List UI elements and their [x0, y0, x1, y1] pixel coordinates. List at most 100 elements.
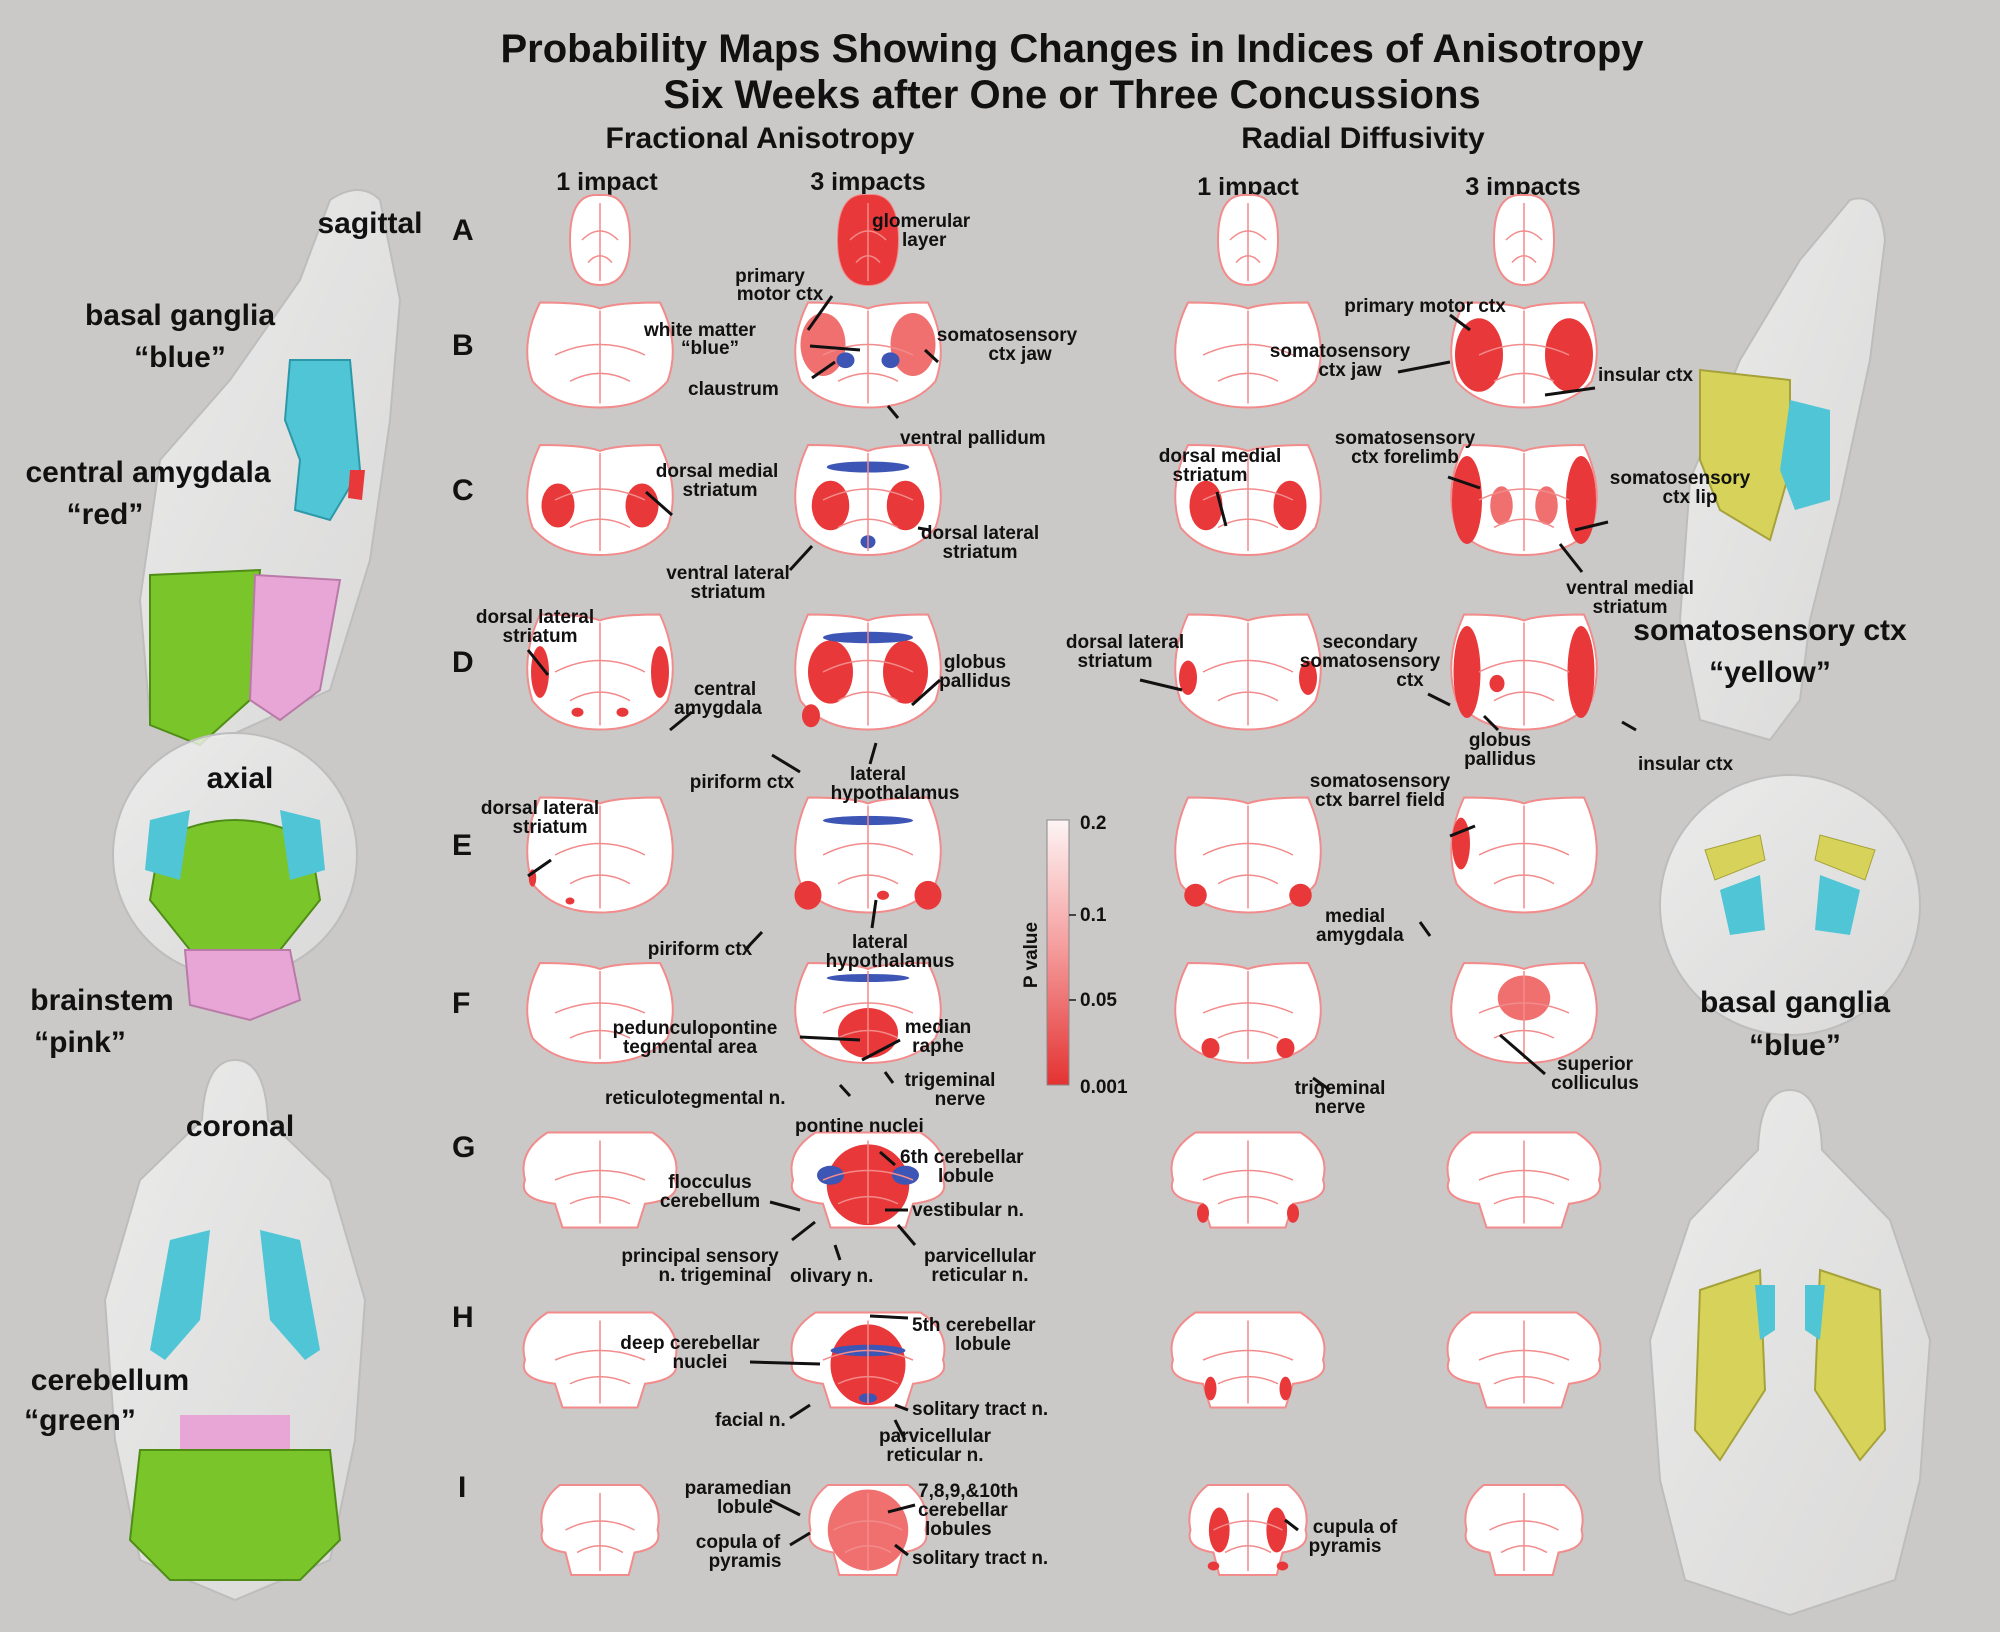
label-pyramis-fa: pyramis: [709, 1551, 782, 1572]
right-axial-3d-view: [1659, 774, 1921, 1036]
basal-ganglia-label-left: basal ganglia: [85, 299, 275, 332]
label-striatum-vm: striatum: [1593, 597, 1668, 618]
label-white-matter: white matter: [643, 320, 757, 341]
right-coronal-somatosensory-left: [1693, 1268, 1767, 1462]
label-parvicellular-h: parvicellular: [879, 1426, 992, 1447]
somatosensory-ctx-label: somatosensory ctx: [1633, 614, 1907, 647]
coronal-brainstem-region: [180, 1415, 290, 1450]
coronal-basal-ganglia-left: [150, 1230, 210, 1360]
section-h-rd-1-impact: [1170, 1311, 1326, 1409]
fa-column-header: Fractional Anisotropy: [606, 122, 915, 155]
section-h-rd-3-impacts: [1446, 1311, 1602, 1409]
section-g-fa-1-impact: [522, 1131, 678, 1229]
label-piriform-ctx-d: piriform ctx: [690, 772, 795, 793]
label-pedunculopontine: pedunculopontine: [613, 1018, 778, 1039]
colorbar-gradient: [1046, 819, 1070, 1086]
section-f-fa-1-impact: [526, 961, 674, 1065]
green-label: “green”: [24, 1404, 136, 1437]
label-5th-cerebellar: 5th cerebellar: [912, 1315, 1036, 1336]
significant-region: [1452, 456, 1482, 544]
section-h-fa-3-impacts: [790, 1311, 946, 1409]
label-ctx-jaw-rd: ctx jaw: [1318, 360, 1382, 381]
significant-region: [1273, 480, 1307, 531]
label-piriform-ctx-e: piriform ctx: [648, 939, 753, 960]
label-deep-cerebellar: deep cerebellar: [620, 1333, 760, 1354]
significant-region: [886, 480, 925, 531]
label-striatum-dl-d-rd: striatum: [1078, 651, 1153, 672]
right-sagittal-3d-view: [1678, 197, 1887, 742]
section-i-fa-1-impact: [540, 1484, 660, 1576]
pink-label: “pink”: [34, 1026, 126, 1059]
section-c-rd-3-impacts: [1450, 443, 1598, 557]
section-c-fa-1-impact: [526, 443, 674, 557]
significant-region: [1452, 817, 1470, 870]
label-pallidus-rd: pallidus: [1464, 749, 1536, 770]
label-dorsal-medial-fa: dorsal medial: [656, 461, 779, 482]
colorbar-tick-0-1: 0.1: [1080, 905, 1107, 926]
significant-region: [1201, 1038, 1220, 1058]
significant-region: [890, 313, 936, 376]
row-letter-a: A: [452, 214, 474, 247]
sagittal-3d-view: [138, 189, 402, 747]
label-amygdala-central: amygdala: [674, 698, 762, 719]
axial-label: axial: [207, 762, 274, 795]
label-primary: primary: [735, 266, 805, 287]
section-i-rd-1-impact: [1188, 1484, 1308, 1576]
label-ctx-lip: ctx lip: [1663, 487, 1718, 508]
label-nerve-fa: nerve: [935, 1089, 986, 1110]
significant-region: [1567, 626, 1595, 718]
significant-region: [1566, 456, 1596, 544]
annotation-leader-lines: [526, 295, 1637, 1557]
label-reticulotegmental: reticulotegmental n.: [605, 1088, 786, 1109]
label-trigeminal-rd: trigeminal: [1295, 1078, 1386, 1099]
significant-region: [1189, 480, 1223, 531]
significant-region: [877, 890, 889, 900]
label-globus-fa: globus: [944, 652, 1006, 673]
label-somatosensory-forelimb: somatosensory: [1335, 428, 1476, 449]
significant-region: [1490, 486, 1513, 525]
label-dorsal-lateral-d-rd: dorsal lateral: [1066, 632, 1184, 653]
label-blue-white-matter: “blue”: [681, 338, 739, 359]
label-solitary-tract-h: solitary tract n.: [912, 1399, 1048, 1420]
right-somatosensory-region: [1699, 368, 1791, 542]
significant-region: [794, 880, 822, 910]
colorbar-tick-0-2: 0.2: [1080, 813, 1106, 834]
section-i-fa-3-impacts: [808, 1484, 928, 1576]
label-trigeminal-fa: trigeminal: [905, 1070, 996, 1091]
section-g-rd-3-impacts: [1446, 1131, 1602, 1229]
section-e-fa-3-impacts: [794, 796, 942, 914]
label-central: central: [694, 679, 756, 700]
brain-sections: [522, 194, 1602, 1576]
significant-region: [1489, 674, 1505, 693]
significant-region: [1266, 1507, 1288, 1553]
coronal-cerebellum-region: [128, 1449, 342, 1581]
section-b-fa-1-impact: [526, 301, 674, 409]
section-f-rd-3-impacts: [1450, 961, 1598, 1065]
significant-region: [1535, 486, 1558, 525]
fa-1-impact-header: 1 impact: [556, 168, 658, 196]
row-letter-i: I: [458, 1471, 466, 1504]
section-a-rd-3-impacts: [1492, 194, 1556, 287]
significant-region: [1179, 660, 1197, 695]
right-axial-brain-shell: [1659, 774, 1921, 1036]
significant-region: [651, 646, 669, 698]
yellow-label: “yellow”: [1709, 656, 1831, 689]
label-pyramis-rd: pyramis: [1309, 1536, 1382, 1557]
label-somatosensory-lip: somatosensory: [1610, 468, 1751, 489]
significant-region: [811, 480, 850, 531]
significant-region: [914, 880, 942, 910]
label-cupula-of: cupula of: [1313, 1517, 1398, 1538]
coronal-label: coronal: [186, 1110, 294, 1143]
significant-region: [1204, 1376, 1217, 1401]
coronal-3d-view: [103, 1058, 367, 1602]
label-secondary: secondary: [1322, 632, 1417, 653]
label-nuclei: nuclei: [673, 1352, 728, 1373]
significant-region: [802, 704, 820, 728]
section-c-fa-3-impacts: [794, 443, 942, 557]
label-cerebellum: cerebellum: [660, 1191, 760, 1212]
label-reticular-n-h: reticular n.: [886, 1445, 983, 1466]
section-a-fa-3-impacts: [836, 194, 900, 287]
sagittal-label: sagittal: [317, 207, 422, 240]
label-pallidus-fa: pallidus: [939, 671, 1011, 692]
label-copula-of: copula of: [696, 1532, 781, 1553]
